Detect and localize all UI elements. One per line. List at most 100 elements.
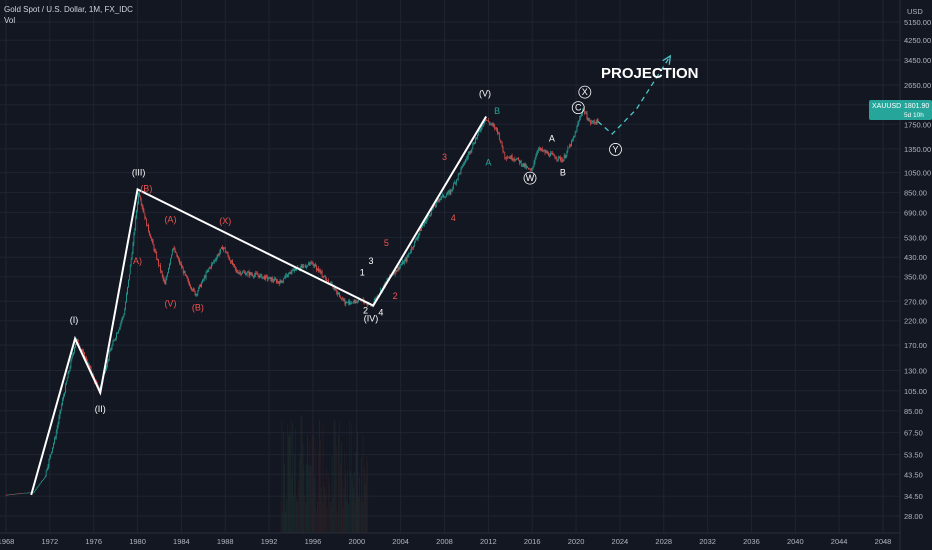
last-price-tag: XAUUSD 1801.90 5d 10h [869,100,932,120]
candle-body [14,493,16,495]
candle-body [161,271,163,276]
candle-body [152,240,154,245]
time-tick-label: 1996 [305,537,322,546]
candle-body [534,159,536,163]
candle-body [587,118,589,121]
candle-body [441,195,443,199]
candle-body [342,298,344,301]
volume-bar [353,471,355,533]
candle-body [564,155,566,158]
candle-body [420,229,422,231]
candle-body [375,298,377,300]
candle-body [179,259,180,264]
candle-body [568,147,570,149]
candle-body [496,127,497,130]
candle-body [47,465,49,469]
time-axis[interactable]: 1968 1972 1976 1980 1984 1988 1992 1996 2000 2004… [0,537,891,546]
candle-body [413,246,414,248]
candle-body [193,288,195,291]
candle-body [472,143,474,149]
price-tick-label: 130.00 [904,367,927,376]
candle-body [494,125,496,129]
candle-body [160,265,161,271]
price-axis[interactable]: 5150.004250.003450.002650.002150.001750.… [904,18,931,521]
candle-body [40,482,42,484]
candle-body [171,254,172,259]
candle-body [393,273,395,275]
candle-body [374,298,376,302]
candle-body [146,218,148,226]
volume-bar [325,493,327,533]
candle-body [155,250,157,253]
candle-body [20,493,21,494]
candle-body [335,287,337,290]
candle-body [325,276,327,278]
candle-body [408,253,410,256]
elliott-wave-lines [30,115,488,496]
volume-bar [318,451,319,533]
candle-body [552,154,554,155]
price-tag-symbol: XAUUSD [872,103,901,110]
price-tick-label: 170.00 [904,341,927,350]
volume-bar [312,424,314,533]
candle-body [221,247,222,249]
candle-body [207,269,209,272]
candle-body [228,255,230,259]
candle-body [18,493,20,495]
candle-body [438,200,440,201]
candle-body [435,201,437,206]
candle-body [147,224,148,226]
wave-label: A [549,133,555,143]
candle-body [299,266,301,269]
candle-body [466,156,468,159]
candle-body [409,252,411,254]
candle-body [211,263,212,268]
symbol-title[interactable]: Gold Spot / U.S. Dollar, 1M, FX_IDC [4,5,133,14]
candle-body [550,153,551,157]
candle-body [495,127,497,129]
candle-body [579,117,581,122]
candle-body [68,370,70,373]
candle-body [116,333,117,339]
candle-body [260,274,262,275]
volume-indicator-label[interactable]: Vol [4,16,16,25]
candle-body [123,314,125,317]
candle-body [458,172,460,175]
candle-body [213,260,215,262]
candle-body [341,298,343,299]
candle-body [491,123,493,125]
candle-body [157,259,158,260]
candle-body [475,138,476,143]
wave-label: (B) [192,303,204,313]
candle-body [138,192,139,204]
candle-body [520,161,522,166]
candle-body [140,199,142,205]
candle-body [176,252,178,257]
volume-bar [335,431,337,533]
candle-body [139,196,141,200]
candle-body [326,277,327,281]
candle-body [208,268,210,270]
candle-body [525,164,527,168]
candle-body [300,265,302,267]
candle-body [296,268,297,271]
candle-body [50,454,52,456]
candle-body [63,395,64,400]
candle-body [501,141,503,147]
candle-body [483,123,485,126]
candle-body [555,158,557,159]
candle-body [45,470,47,476]
candle-body [24,492,26,494]
wave-label: 4 [378,308,383,318]
candle-body [287,275,288,277]
candle-body [33,492,34,493]
candle-body [505,157,507,159]
candle-body [317,268,318,271]
volume-bar [333,419,335,533]
candle-body [209,267,211,269]
candle-body [180,263,181,264]
candle-body [278,282,280,285]
price-tick-label: 270.00 [904,297,927,306]
